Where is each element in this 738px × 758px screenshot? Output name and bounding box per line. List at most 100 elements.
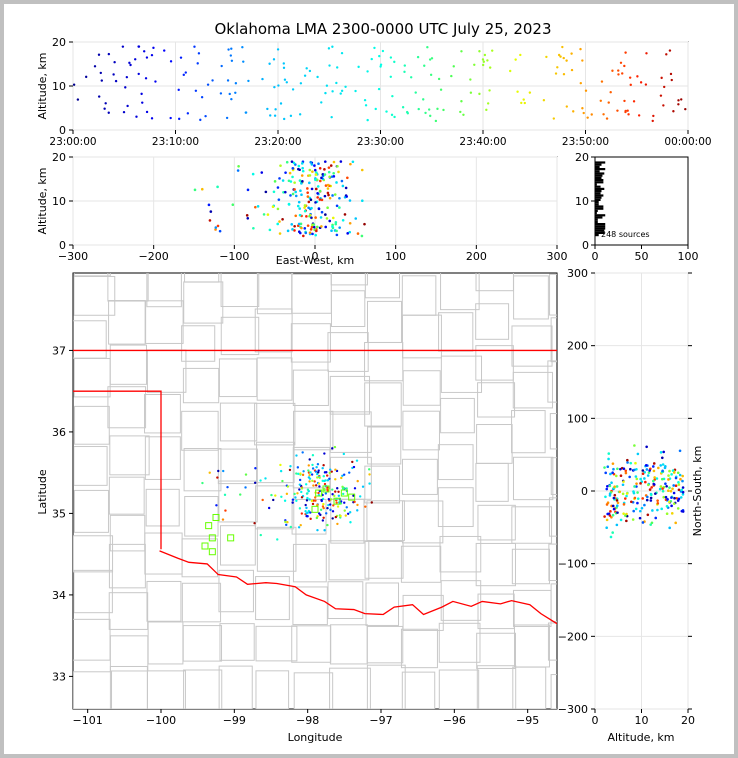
county-boundary [367, 426, 402, 465]
source-point-ew [200, 187, 204, 191]
source-point-ns [648, 469, 651, 472]
source-point-map [281, 479, 284, 483]
county-boundary [401, 671, 436, 709]
source-point-ew [319, 216, 323, 219]
county-boundary [73, 671, 113, 709]
source-point-ew [346, 176, 349, 180]
source-point-time [579, 47, 582, 51]
county-boundary [107, 386, 147, 429]
county-boundary [146, 670, 186, 709]
source-point-map [355, 459, 359, 462]
source-point-ew [343, 213, 347, 216]
source-point-ns [681, 490, 685, 494]
source-point-map [297, 472, 300, 476]
source-point-time [481, 58, 485, 61]
source-point-time [473, 63, 476, 67]
source-point-ew [237, 164, 240, 168]
source-point-ns [615, 523, 619, 527]
source-point-ew [252, 226, 255, 230]
source-point-map [222, 469, 225, 473]
source-point-time [632, 100, 636, 103]
source-point-map [224, 509, 227, 512]
source-point-map [288, 468, 292, 472]
source-point-ew [303, 209, 307, 213]
source-point-ns [650, 521, 654, 525]
source-point-map [317, 491, 320, 495]
source-point-time [486, 59, 489, 62]
source-point-map [310, 473, 314, 476]
chart-title: Oklahoma LMA 2300-0000 UTC July 25, 2023 [214, 20, 551, 38]
source-point-map [307, 469, 310, 472]
source-point-ew [273, 180, 277, 183]
county-boundary [220, 273, 260, 308]
source-point-time [335, 81, 338, 85]
source-point-ew [314, 201, 317, 204]
county-boundary [144, 436, 181, 480]
altitude-ew-ytick-label: 10 [52, 195, 66, 208]
county-boundary [475, 273, 514, 292]
source-point-map [332, 504, 335, 507]
source-point-ew [305, 215, 308, 218]
source-point-ns [611, 504, 615, 508]
source-point-time [291, 88, 295, 91]
source-point-time [542, 98, 546, 102]
source-point-time [197, 52, 201, 55]
source-point-ew [345, 195, 348, 198]
source-point-time [659, 94, 663, 97]
source-point-time [128, 61, 131, 65]
source-point-ew [335, 204, 339, 208]
county-boundary [364, 540, 404, 579]
source-point-ew [323, 173, 327, 176]
county-boundary [548, 497, 557, 537]
source-point-ew [264, 190, 268, 194]
histogram-bar [595, 172, 605, 175]
source-point-time [340, 51, 344, 55]
source-point-ns [635, 468, 638, 471]
source-point-ns [674, 521, 678, 525]
source-point-time [364, 104, 368, 107]
source-point-map [270, 493, 273, 497]
source-point-ns [634, 507, 638, 511]
source-point-ns [676, 507, 680, 510]
source-point-time [194, 89, 198, 92]
county-boundary [108, 476, 145, 515]
source-point-ns [670, 496, 673, 499]
source-point-ew [291, 192, 295, 196]
histogram-bar [595, 161, 606, 164]
county-boundary [329, 375, 371, 415]
county-boundary [183, 448, 222, 492]
county-boundary [109, 344, 147, 385]
source-point-map [368, 482, 371, 485]
source-point-time [328, 64, 331, 67]
source-point-ns [652, 483, 656, 486]
source-point-map [305, 506, 308, 510]
altitude-ew-ytick-label: 20 [52, 151, 66, 164]
histogram-bar [595, 187, 605, 190]
source-point-map [344, 514, 348, 517]
source-point-time [227, 48, 230, 51]
source-point-ns [673, 496, 676, 500]
source-point-time [282, 66, 286, 70]
source-point-ew [281, 179, 285, 182]
source-point-map [216, 476, 219, 479]
source-point-time [370, 57, 373, 61]
source-point-ew [309, 228, 313, 231]
county-boundary [328, 540, 370, 581]
ns-altitude-ytick-label: 300 [567, 267, 588, 280]
source-point-time [639, 81, 643, 84]
source-point-time [416, 55, 420, 59]
source-point-ew [278, 220, 281, 223]
source-point-time [150, 117, 154, 120]
source-point-time [434, 119, 438, 123]
source-point-ew [327, 193, 330, 197]
source-point-time [230, 97, 233, 101]
ns-altitude-ytick-label: 100 [567, 412, 588, 425]
source-point-time [134, 58, 137, 61]
source-point-map [329, 508, 332, 512]
source-point-ns [634, 461, 637, 465]
histogram-bar [595, 201, 599, 204]
county-boundary [402, 370, 441, 406]
source-point-map [325, 512, 328, 515]
source-point-ew [291, 167, 295, 170]
source-point-map [356, 509, 359, 512]
